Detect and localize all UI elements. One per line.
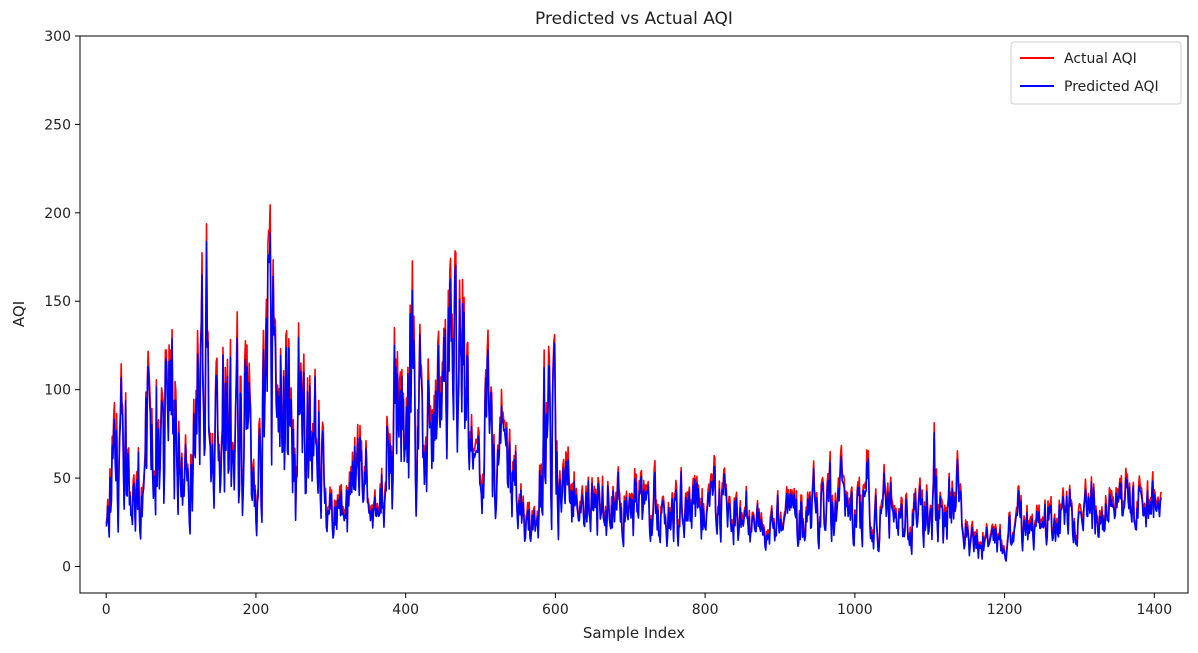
- y-tick-label: 0: [62, 559, 71, 575]
- y-tick-label: 250: [44, 117, 71, 133]
- x-tick-label: 0: [102, 602, 111, 618]
- x-tick-label: 600: [542, 602, 569, 618]
- x-tick-label: 400: [392, 602, 419, 618]
- axes: 0 200 400 600 800 1000 1200 1400 0 50 100 150 200 250…: [44, 29, 1172, 618]
- y-tick-label: 100: [44, 383, 71, 399]
- legend-label-actual-aqi: Actual AQI: [1064, 51, 1137, 67]
- x-tick-label: 800: [692, 602, 719, 618]
- plot-frame: [79, 35, 1189, 594]
- y-tick-label: 50: [53, 471, 71, 487]
- legend-label-predicted-aqi: Predicted AQI: [1064, 79, 1159, 95]
- y-tick-label: 200: [44, 206, 71, 222]
- x-tick-label: 200: [243, 602, 270, 618]
- legend: Actual AQI Predicted AQI: [1010, 41, 1182, 105]
- x-tick-label: 1200: [987, 602, 1023, 618]
- y-axis-title: AQI: [10, 301, 28, 327]
- plot-area: [105, 204, 1162, 562]
- y-tick-label: 300: [44, 29, 71, 45]
- x-tick-label: 1000: [837, 602, 873, 618]
- y-tick-label: 150: [44, 294, 71, 310]
- chart-title: Predicted vs Actual AQI: [535, 9, 733, 29]
- series-line-predicted-aqi: [105, 232, 1162, 562]
- x-axis-title: Sample Index: [583, 624, 685, 642]
- x-tick-label: 1400: [1136, 602, 1172, 618]
